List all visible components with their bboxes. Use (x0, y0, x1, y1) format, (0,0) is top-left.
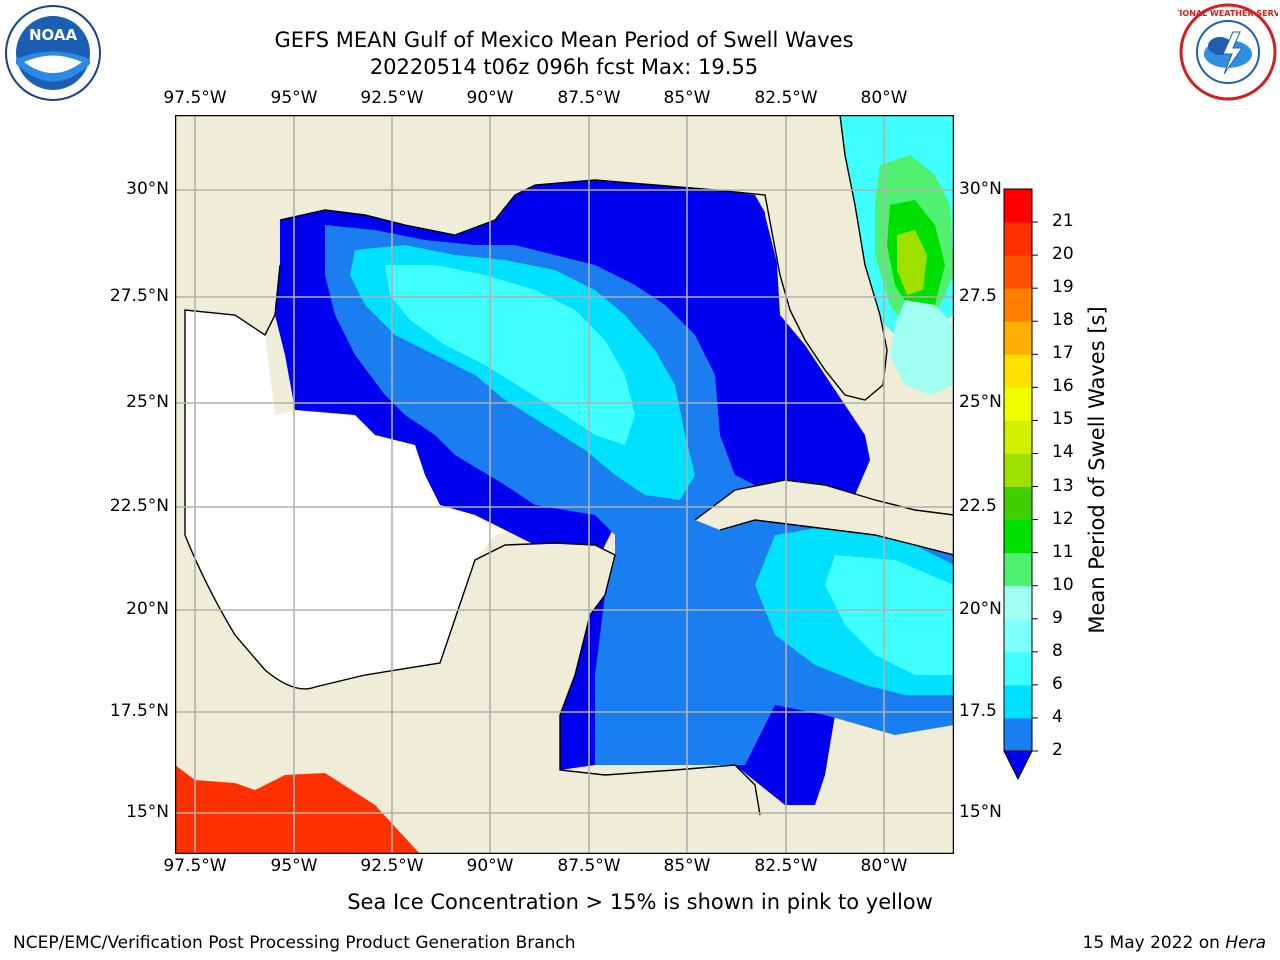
left-tick-label: 25°N (126, 392, 169, 412)
footer-credit: NCEP/EMC/Verification Post Processing Pr… (13, 933, 576, 953)
right-tick-label: 30°N (959, 179, 1002, 199)
colorbar-bin (1004, 255, 1032, 289)
colorbar-tick-label: 2 (1052, 740, 1063, 760)
chart-title: GEFS MEAN Gulf of Mexico Mean Period of … (274, 28, 854, 52)
bottom-tick-label: 90°W (466, 856, 514, 876)
colorbar-tick-label: 9 (1052, 607, 1063, 628)
colorbar-tick-label: 14 (1052, 442, 1074, 463)
top-tick-label: 85°W (663, 88, 711, 108)
colorbar-tick-label: 16 (1052, 376, 1074, 397)
top-tick-label: 90°W (466, 88, 514, 108)
top-tick-label: 95°W (270, 88, 318, 108)
colorbar-bin (1004, 651, 1032, 686)
nws-logo: NATIONAL WEATHER SERVICE (1178, 3, 1278, 101)
right-tick-label: 20°N (959, 599, 1002, 619)
right-tick-label: 15°N (959, 802, 1002, 822)
map-frame (175, 115, 954, 854)
bottom-tick-label: 97.5°W (163, 856, 227, 876)
svg-text:NOAA: NOAA (29, 26, 78, 44)
swell-region-6-8-caribbean (825, 555, 954, 675)
right-tick-label: 22.5 (959, 496, 997, 516)
colorbar-tick-label: 10 (1052, 574, 1074, 595)
top-tick-label: 82.5°W (754, 88, 818, 108)
colorbar-tick-label: 6 (1052, 673, 1063, 694)
colorbar (1003, 188, 1038, 781)
top-tick-label: 80°W (860, 88, 908, 108)
footer-host: Hera (1225, 933, 1266, 953)
colorbar-title: Mean Period of Swell Waves [s] (1085, 306, 1109, 634)
colorbar-bin (1004, 519, 1032, 554)
colorbar-bin (1004, 288, 1032, 322)
colorbar-bin (1004, 684, 1032, 719)
colorbar-tick-label: 17 (1052, 343, 1074, 364)
colorbar-bin (1004, 189, 1032, 223)
gulf-nodata-area (185, 310, 555, 689)
footer-date-text: 15 May 2022 on (1082, 933, 1220, 953)
left-tick-label: 22.5°N (109, 496, 169, 516)
footer-date: 15 May 2022 on Hera (1083, 933, 1267, 953)
florida-land (765, 115, 887, 400)
right-tick-label: 27.5 (959, 286, 997, 306)
bottom-tick-label: 92.5°W (360, 856, 424, 876)
coastline-west-south (184, 264, 761, 816)
colorbar-tick-label: 21 (1052, 211, 1074, 232)
colorbar-bin (1004, 717, 1032, 752)
colorbar-bin (1004, 321, 1032, 355)
colorbar-tick-label: 8 (1052, 640, 1063, 661)
colorbar-bin (1004, 420, 1032, 454)
colorbar-under-arrow (1003, 750, 1033, 781)
coastline-cuba (694, 479, 954, 556)
bottom-tick-label: 85°W (663, 856, 711, 876)
coastline-north (279, 115, 888, 401)
colorbar-tick-label: 4 (1052, 706, 1063, 727)
map-plot (175, 115, 954, 854)
right-tick-label: 17.5 (959, 701, 997, 721)
top-tick-label: 97.5°W (163, 88, 227, 108)
colorbar-tick-label: 20 (1052, 244, 1074, 265)
pacific-region (175, 765, 420, 854)
colorbar-tick-label: 13 (1052, 475, 1074, 496)
colorbar-tick-label: 19 (1052, 277, 1074, 298)
colorbar-bin (1004, 486, 1032, 521)
top-tick-label: 87.5°W (557, 88, 621, 108)
graticule (175, 115, 954, 854)
top-tick-label: 92.5°W (360, 88, 424, 108)
colorbar-bin (1004, 585, 1032, 620)
swell-region-8-9-atlantic (890, 300, 954, 395)
colorbar-bin (1004, 387, 1032, 421)
colorbar-frame (1003, 188, 1033, 752)
colorbar-tick-label: 12 (1052, 508, 1074, 529)
left-tick-label: 17.5°N (109, 701, 169, 721)
right-tick-label: 25°N (959, 392, 1002, 412)
sea-ice-note: Sea Ice Concentration > 15% is shown in … (347, 890, 933, 914)
colorbar-bin (1004, 222, 1032, 256)
svg-text:NATIONAL WEATHER SERVICE: NATIONAL WEATHER SERVICE (1178, 9, 1278, 18)
colorbar-bin (1004, 354, 1032, 388)
swell-region-12-13-atlantic (897, 230, 927, 295)
left-tick-label: 30°N (126, 179, 169, 199)
colorbar-bin (1004, 618, 1032, 653)
colorbar-bin (1004, 552, 1032, 587)
bottom-tick-label: 82.5°W (754, 856, 818, 876)
chart-subtitle: 20220514 t06z 096h fcst Max: 19.55 (369, 55, 759, 79)
bottom-tick-label: 80°W (860, 856, 908, 876)
colorbar-tick-label: 15 (1052, 409, 1074, 430)
swell-region-6-8 (385, 265, 635, 445)
bottom-tick-label: 95°W (270, 856, 318, 876)
bottom-tick-label: 87.5°W (557, 856, 621, 876)
colorbar-tick-label: 18 (1052, 310, 1074, 331)
cuba-land (695, 480, 954, 555)
noaa-logo: NOAA (5, 5, 101, 101)
left-tick-label: 20°N (126, 599, 169, 619)
colorbar-bin (1004, 453, 1032, 488)
left-tick-label: 27.5°N (109, 286, 169, 306)
colorbar-tick-label: 11 (1052, 541, 1074, 562)
left-tick-label: 15°N (126, 802, 169, 822)
